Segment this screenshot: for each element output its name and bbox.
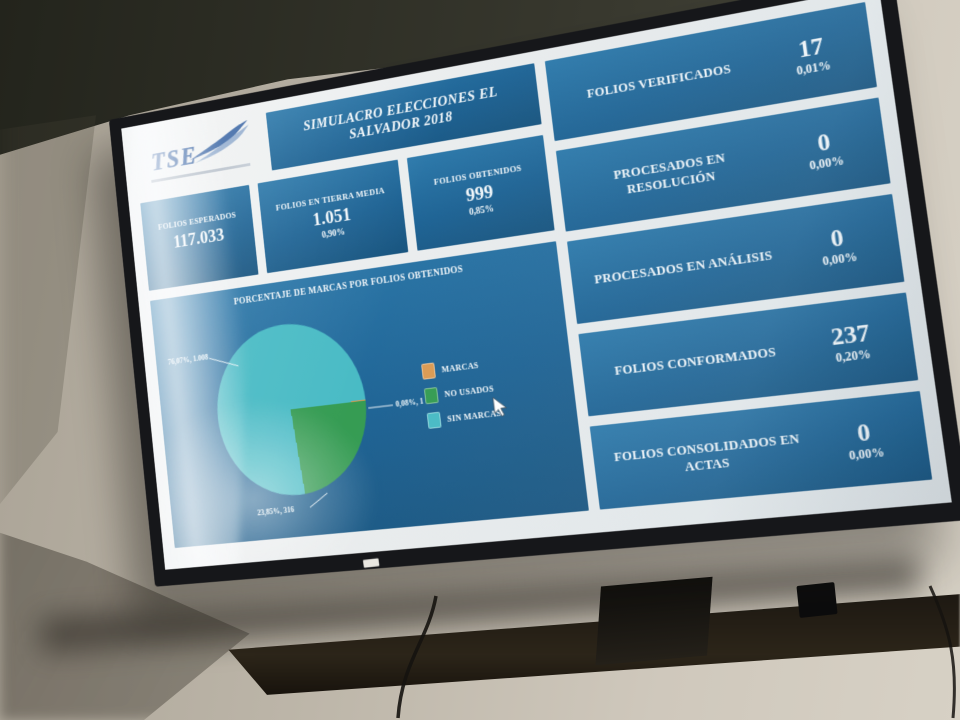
kpi-percent: 0,90% [321,227,346,241]
legend-swatch-marcas [421,362,436,380]
kpi-value: 1.051 [311,204,352,231]
tile-label: FOLIOS VERIFICADOS [586,61,732,102]
pie-callout-no-usados: 23,85%, 316 [256,505,295,518]
kpi-value: 117.033 [172,225,226,253]
tv-stand-neck [595,576,713,666]
tile-label: FOLIOS CONSOLIDADOS EN ACTAS [613,431,801,475]
tile-label: PROCESADOS EN RESOLUCIÓN [612,149,726,197]
tse-logo-text: TSE [149,140,199,177]
tile-numbers: 17 0,01% [760,26,865,83]
legend-swatch-sin-marcas [426,411,442,429]
tse-logo: TSE [134,114,264,193]
pie-callout-sin-marcas: 76,07%, 1.008 [167,352,209,367]
tile-numbers: 0 0,00% [772,122,878,178]
tv-ir-box [796,582,838,618]
kpi-percent: 0,85% [468,204,495,218]
pie-chart [209,314,376,503]
kpi-value: 999 [464,181,495,207]
tile-numbers: 0 0,00% [811,415,920,466]
legend-swatch-no-usados [423,387,439,405]
dashboard-right-column: FOLIOS VERIFICADOS 17 0,01% PROCESADOS E… [544,2,933,510]
legend-label: NO USADOS [443,383,495,400]
tile-label: PROCESADOS EN ANÁLISIS [593,247,774,287]
legend-item-marcas: MARCAS [421,355,496,380]
tile-numbers: 237 0,20% [798,316,906,369]
dashboard-screen: TSE SIMULACRO ELECCIONES EL SALVADOR 201… [121,0,952,570]
tile-label: FOLIOS CONFORMADOS [613,344,777,379]
legend-item-sin-marcas: SIN MARCAS [426,405,502,429]
pie-panel: PORCENTAJE DE MARCAS POR FOLIOS OBTENIDO… [150,241,589,549]
mouse-cursor-icon [492,396,509,419]
pie-callout-marcas: 0,08%, 1 [395,396,424,409]
tv: TSE SIMULACRO ELECCIONES EL SALVADOR 201… [108,0,960,587]
kpi-folios-obtenidos: FOLIOS OBTENIDOS 999 0,85% [406,134,555,251]
kpi-folios-esperados: FOLIOS ESPERADOS 117.033 [140,184,259,291]
kpi-folios-tierra-media: FOLIOS EN TIERRA MEDIA 1.051 0,90% [257,159,409,274]
legend-label: MARCAS [441,359,480,375]
legend-item-no-usados: NO USADOS [423,380,499,405]
pie-legend: MARCAS NO USADOS SIN MARCAS [421,355,502,429]
dashboard-left-column: TSE SIMULACRO ELECCIONES EL SALVADOR 201… [134,63,589,549]
tile-numbers: 0 0,00% [785,219,892,273]
kpi-percent [200,250,201,260]
bezel-sticker [362,558,380,568]
